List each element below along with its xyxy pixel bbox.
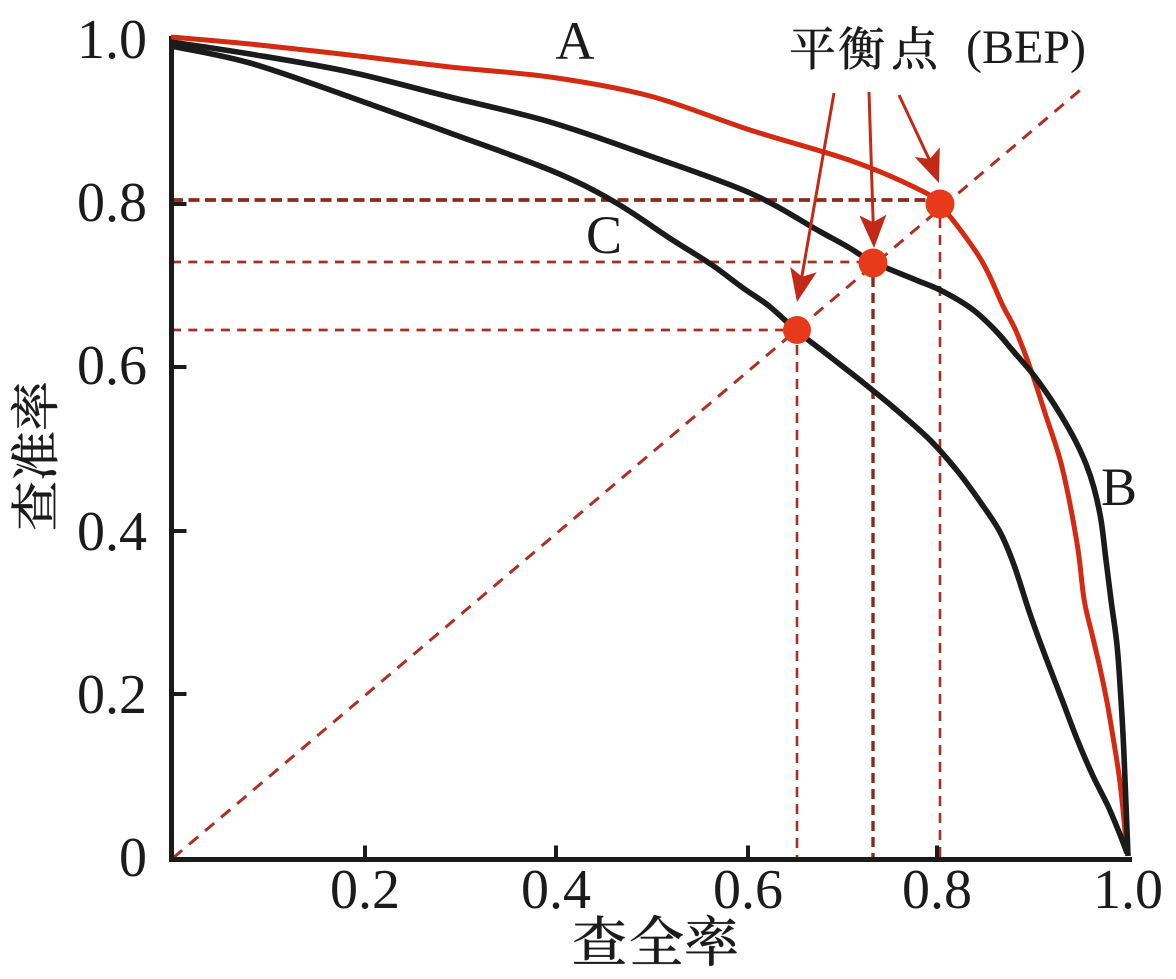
svg-text:1.0: 1.0 xyxy=(77,9,147,71)
svg-text:C: C xyxy=(586,205,622,265)
svg-text:0.2: 0.2 xyxy=(77,664,147,726)
svg-text:A: A xyxy=(556,11,595,71)
svg-text:0.2: 0.2 xyxy=(330,859,400,921)
svg-text:0.4: 0.4 xyxy=(521,859,591,921)
svg-text:1.0: 1.0 xyxy=(1093,859,1163,921)
svg-text:0.6: 0.6 xyxy=(77,335,147,397)
svg-text:B: B xyxy=(1101,457,1137,517)
svg-text:0.6: 0.6 xyxy=(713,859,783,921)
svg-text:0: 0 xyxy=(119,827,147,889)
svg-text:(BEP): (BEP) xyxy=(966,21,1086,74)
svg-text:0.4: 0.4 xyxy=(77,501,147,563)
svg-text:0.8: 0.8 xyxy=(77,172,147,234)
svg-text:0.8: 0.8 xyxy=(902,859,972,921)
